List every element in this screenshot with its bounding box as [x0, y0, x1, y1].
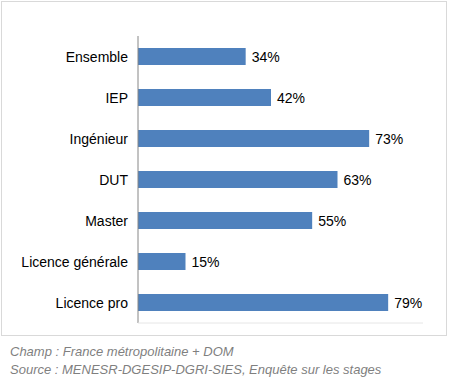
category-label: Licence générale	[21, 254, 128, 270]
chart: Ensemble 34% IEP 42% Ingénieur 73% DUT 63% Maste…	[0, 0, 449, 389]
category-label: Licence pro	[56, 295, 129, 311]
category-label: DUT	[99, 172, 128, 188]
category-label: IEP	[105, 90, 128, 106]
data-label: 79%	[394, 295, 422, 311]
annotation: Champ : France métropolitaine + DOM	[10, 344, 234, 359]
bar	[138, 48, 246, 65]
bar	[138, 212, 312, 229]
chart-frame	[2, 2, 447, 336]
bar	[138, 89, 271, 106]
bar	[138, 294, 388, 311]
data-label: 55%	[318, 213, 346, 229]
category-label: Ingénieur	[70, 131, 129, 147]
data-label: 63%	[344, 172, 372, 188]
bars	[138, 48, 388, 311]
data-label: 34%	[252, 49, 280, 65]
bar	[138, 171, 338, 188]
value-axis	[138, 323, 423, 324]
data-label: 15%	[192, 254, 220, 270]
category-label: Master	[85, 213, 128, 229]
bar	[138, 130, 369, 147]
bar	[138, 253, 186, 270]
category-axis	[138, 36, 139, 323]
annotation: Source : MENESR-DGESIP-DGRI-SIES, Enquêt…	[10, 362, 382, 377]
category-label: Ensemble	[66, 49, 128, 65]
data-label: 42%	[277, 90, 305, 106]
data-label: 73%	[375, 131, 403, 147]
